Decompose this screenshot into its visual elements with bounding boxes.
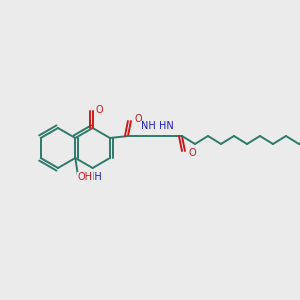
Text: O: O (188, 148, 196, 158)
Text: HN: HN (159, 121, 173, 131)
Text: NH: NH (141, 121, 155, 131)
Text: NH: NH (87, 172, 102, 182)
Text: O: O (134, 114, 142, 124)
Text: O: O (96, 105, 104, 115)
Text: OH: OH (78, 172, 93, 182)
